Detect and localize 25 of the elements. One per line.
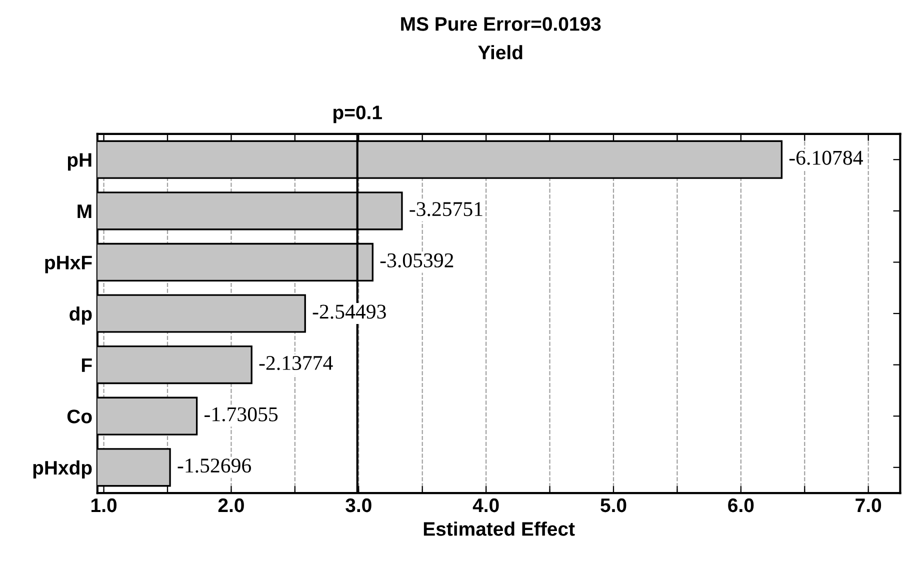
y-tick-label: dp [70,306,92,325]
y-tick-label: pHxdp [33,460,92,478]
x-tick-label: 6.0 [728,498,754,512]
x-tick-label: 7.0 [856,498,882,512]
annotation: -1.73055 [204,407,278,422]
y-tick-label: pHxF [45,256,92,274]
y-tick-label: pH [68,153,92,171]
annotation: -2.13774 [259,356,333,370]
x-tick-label: 5.0 [600,498,626,512]
y-tick-label: F [82,358,92,372]
x-tick-label: 3.0 [346,498,372,512]
y-tick-label: Co [67,410,92,424]
x-tick-label: 2.0 [218,498,244,512]
chart-title: MS Pure Error=0.0193 [401,17,601,31]
x-tick-label: 1.0 [92,498,117,512]
x-axis-title: Estimated Effect [424,522,575,536]
annotation: -2.54493 [312,304,386,319]
text: p=0.1 [334,106,382,124]
annotation: -3.25751 [410,202,482,216]
y-tick-label: M [78,204,92,218]
annotation: -1.52696 [178,458,252,473]
annotation: -3.05392 [380,253,454,268]
annotation: -6.10784 [789,150,863,165]
x-tick-label: 4.0 [472,498,499,512]
chart-subtitle: Yield [478,45,522,60]
